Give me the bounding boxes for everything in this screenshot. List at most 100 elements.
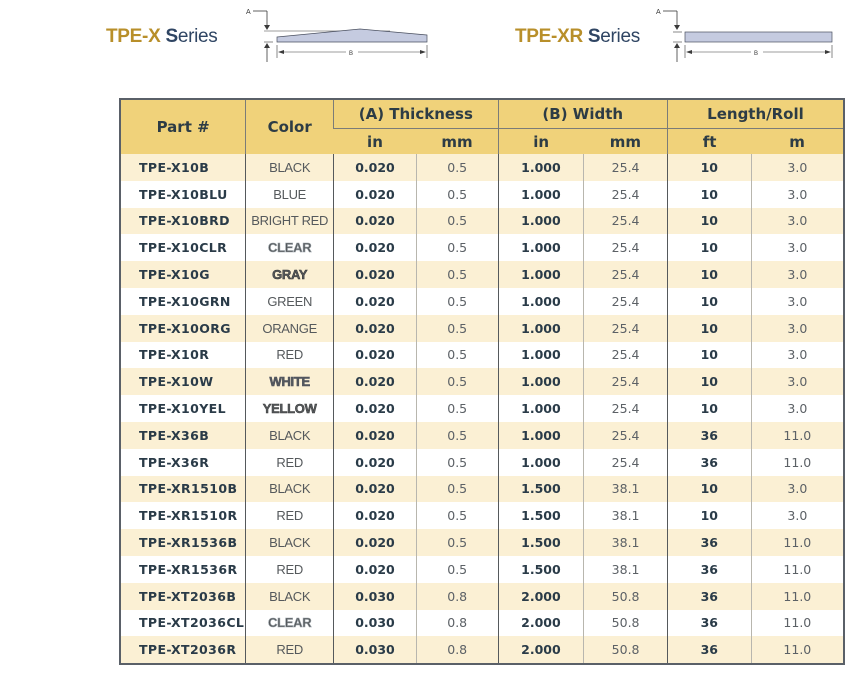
part-number-cell: TPE-X10G	[120, 261, 246, 288]
column-header-color: Color	[245, 99, 334, 154]
thickness-in-cell: 0.020	[333, 261, 417, 288]
width-in-cell: 1.000	[497, 180, 584, 208]
thickness-mm-cell: 0.5	[415, 314, 499, 342]
width-mm-cell: 38.1	[583, 529, 668, 556]
length-m-cell: 3.0	[750, 287, 844, 315]
length-m-cell: 3.0	[750, 261, 844, 288]
part-number-cell: TPE-XR1536R	[120, 555, 246, 583]
color-cell: BLUE	[245, 180, 334, 208]
part-number-cell: TPE-XR1536B	[120, 529, 246, 556]
length-ft-cell: 10	[666, 341, 752, 369]
table-row: TPE-X36R RED 0.020 0.5 1.000 25.4 36 11.0	[120, 448, 844, 476]
thickness-mm-cell: 0.5	[415, 234, 499, 262]
table-row: TPE-XT2036CL CLEAR 0.030 0.8 2.000 50.8 36 11.0	[120, 609, 844, 637]
width-mm-cell: 25.4	[583, 234, 668, 262]
length-ft-cell: 10	[666, 261, 752, 288]
length-m-cell: 11.0	[750, 421, 844, 449]
color-cell: BLACK	[245, 475, 334, 503]
length-m-cell: 3.0	[750, 395, 844, 422]
table-row: TPE-X10R RED 0.020 0.5 1.000 25.4 10 3.0	[120, 341, 844, 369]
length-m-cell: 3.0	[750, 314, 844, 342]
color-cell: GRAY	[245, 261, 334, 288]
length-m-cell: 3.0	[750, 502, 844, 530]
thickness-mm-cell: 0.5	[415, 261, 499, 288]
width-in-cell: 1.000	[497, 287, 584, 315]
thickness-mm-cell: 0.5	[415, 287, 499, 315]
width-mm-cell: 25.4	[583, 368, 668, 396]
thickness-in-cell: 0.030	[333, 636, 417, 665]
color-cell: BLACK	[245, 154, 334, 181]
length-ft-cell: 10	[666, 180, 752, 208]
width-in-cell: 1.000	[497, 395, 584, 422]
thickness-in-cell: 0.020	[333, 555, 417, 583]
color-cell: ORANGE	[245, 314, 334, 342]
width-in-cell: 1.000	[497, 368, 584, 396]
thickness-in-cell: 0.020	[333, 368, 417, 396]
part-number-cell: TPE-XT2036R	[120, 636, 246, 665]
length-m-cell: 3.0	[750, 234, 844, 262]
thickness-in-cell: 0.020	[333, 395, 417, 422]
part-number-cell: TPE-X10CLR	[120, 234, 246, 262]
table-row: TPE-XR1510R RED 0.020 0.5 1.500 38.1 10 3.0	[120, 502, 844, 530]
thickness-in-cell: 0.020	[333, 234, 417, 262]
thickness-in-cell: 0.020	[333, 421, 417, 449]
width-in-cell: 2.000	[497, 609, 584, 637]
length-m-cell: 3.0	[750, 154, 844, 181]
thickness-mm-cell: 0.5	[415, 395, 499, 422]
thickness-in-cell: 0.020	[333, 448, 417, 476]
dimension-a-label: A	[656, 9, 661, 16]
part-number-cell: TPE-XR1510R	[120, 502, 246, 530]
part-number-cell: TPE-X10ORG	[120, 314, 246, 342]
length-ft-cell: 36	[666, 529, 752, 556]
color-cell: RED	[245, 341, 334, 369]
table-row: TPE-X36B BLACK 0.020 0.5 1.000 25.4 36 11.0	[120, 421, 844, 449]
length-m-cell: 11.0	[750, 448, 844, 476]
width-in-cell: 2.000	[497, 636, 584, 665]
color-cell: CLEAR	[245, 234, 334, 262]
length-m-cell: 11.0	[750, 582, 844, 610]
width-mm-cell: 25.4	[583, 448, 668, 476]
length-ft-cell: 10	[666, 314, 752, 342]
table-row: TPE-X10YEL YELLOW 0.020 0.5 1.000 25.4 10 3.0	[120, 395, 844, 422]
length-ft-cell: 10	[666, 154, 752, 181]
subheader-width-in: in	[497, 128, 584, 154]
table-row: TPE-X10CLR CLEAR 0.020 0.5 1.000 25.4 10 3.0	[120, 234, 844, 262]
length-ft-cell: 36	[666, 555, 752, 583]
color-cell: YELLOW	[245, 395, 334, 422]
part-number-cell: TPE-XT2036CL	[120, 609, 246, 637]
length-m-cell: 3.0	[750, 368, 844, 396]
subheader-width-mm: mm	[583, 128, 668, 154]
width-mm-cell: 25.4	[583, 395, 668, 422]
subheader-length-ft: ft	[666, 128, 752, 154]
thickness-in-cell: 0.020	[333, 341, 417, 369]
thickness-in-cell: 0.030	[333, 582, 417, 610]
length-ft-cell: 10	[666, 368, 752, 396]
table-row: TPE-X10B BLACK 0.020 0.5 1.000 25.4 10 3.0	[120, 154, 844, 181]
part-number-cell: TPE-X10GRN	[120, 287, 246, 315]
width-mm-cell: 25.4	[583, 180, 668, 208]
table-row: TPE-XR1510B BLACK 0.020 0.5 1.500 38.1 10 3.0	[120, 475, 844, 503]
color-cell: RED	[245, 636, 334, 665]
width-mm-cell: 38.1	[583, 502, 668, 530]
width-in-cell: 2.000	[497, 582, 584, 610]
length-m-cell: 3.0	[750, 180, 844, 208]
thickness-in-cell: 0.020	[333, 475, 417, 503]
table-row: TPE-XT2036B BLACK 0.030 0.8 2.000 50.8 36 11.0	[120, 582, 844, 610]
thickness-in-cell: 0.030	[333, 609, 417, 637]
width-mm-cell: 38.1	[583, 555, 668, 583]
table-row: TPE-X10GRN GREEN 0.020 0.5 1.000 25.4 10 3.0	[120, 287, 844, 315]
series-code: TPE-X	[106, 26, 161, 47]
length-ft-cell: 36	[666, 448, 752, 476]
width-in-cell: 1.000	[497, 314, 584, 342]
thickness-mm-cell: 0.5	[415, 421, 499, 449]
width-in-cell: 1.000	[497, 261, 584, 288]
width-in-cell: 1.500	[497, 475, 584, 503]
length-m-cell: 11.0	[750, 555, 844, 583]
length-m-cell: 3.0	[750, 207, 844, 235]
width-mm-cell: 25.4	[583, 207, 668, 235]
dimension-b-label: B	[754, 51, 758, 57]
width-in-cell: 1.500	[497, 529, 584, 556]
length-ft-cell: 10	[666, 234, 752, 262]
part-number-cell: TPE-XR1510B	[120, 475, 246, 503]
length-ft-cell: 36	[666, 609, 752, 637]
